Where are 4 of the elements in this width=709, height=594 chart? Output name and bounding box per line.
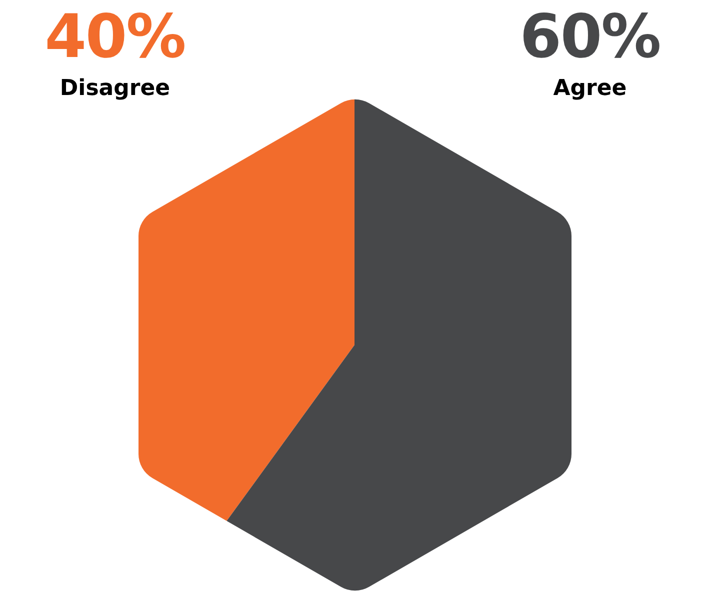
data-label: 60%: [518, 1, 662, 74]
slice-label: Agree: [552, 75, 628, 103]
data-label: 40%: [44, 1, 186, 74]
slice-label: Disagree: [58, 75, 172, 103]
